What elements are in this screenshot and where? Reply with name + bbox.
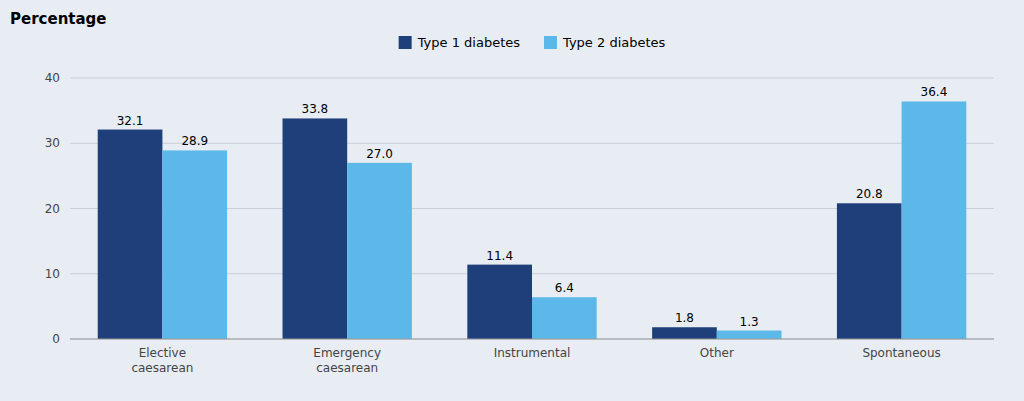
bar [837,203,902,339]
data-label: 20.8 [856,187,883,201]
x-tick-label: Instrumental [494,346,571,360]
bar [717,331,782,339]
legend-item: Type 1 diabetes [399,35,521,50]
legend: Type 1 diabetes Type 2 diabetes [399,35,666,50]
chart: Percentage 0 10 20 30 40 32.1 33.8 11.4 1.8 20.8 28… [0,0,1024,401]
bar [347,163,412,339]
x-tick-label: Other [700,346,734,360]
y-tick-label: 20 [45,202,60,216]
legend-swatch [544,36,557,49]
data-label: 32.1 [117,114,144,128]
data-label: 1.3 [740,315,759,329]
grid-line [70,143,994,144]
x-axis-line [70,339,994,340]
bars [98,101,967,339]
x-tick-label-line: Instrumental [494,346,571,360]
y-axis-label: Percentage [10,10,107,28]
chart-container: Percentage 0 10 20 30 40 32.1 33.8 11.4 1.8 20.8 28… [0,0,1024,401]
data-label: 27.0 [366,147,393,161]
grid-line [70,339,994,340]
x-tick-label-line: Other [700,346,734,360]
y-tick-label: 0 [52,332,60,346]
x-tick-label: Emergencycaesarean [313,346,381,375]
x-tick-label-line: Elective [139,346,186,360]
data-label: 36.4 [921,85,948,99]
y-tick-label: 10 [45,267,60,281]
data-label: 28.9 [181,134,208,148]
bar [98,130,163,339]
x-tick-label: Spontaneous [862,346,940,360]
data-label: 6.4 [555,281,574,295]
y-tick-label: 40 [45,71,60,85]
legend-swatch [399,36,412,49]
x-tick-label-line: caesarean [316,361,378,375]
bar [902,101,967,339]
bar [532,297,597,339]
x-tick-label-line: Emergency [313,346,381,360]
legend-label: Type 2 diabetes [562,35,666,50]
bar [162,150,227,339]
data-labels: 32.1 33.8 11.4 1.8 20.8 28.9 27.0 6.4 1.3 36.4 [117,85,948,328]
grid-line [70,78,994,79]
x-tick-label-line: caesarean [131,361,193,375]
grid [70,78,994,339]
bar [652,327,717,339]
data-label: 33.8 [302,102,329,116]
data-label: 11.4 [486,249,513,263]
legend-label: Type 1 diabetes [417,35,521,50]
legend-item: Type 2 diabetes [544,35,666,50]
x-tick-label-line: Spontaneous [862,346,940,360]
bar [467,265,532,339]
y-tick-label: 30 [45,136,60,150]
x-tick-label: Electivecaesarean [131,346,193,375]
bar [283,118,348,339]
data-label: 1.8 [675,311,694,325]
